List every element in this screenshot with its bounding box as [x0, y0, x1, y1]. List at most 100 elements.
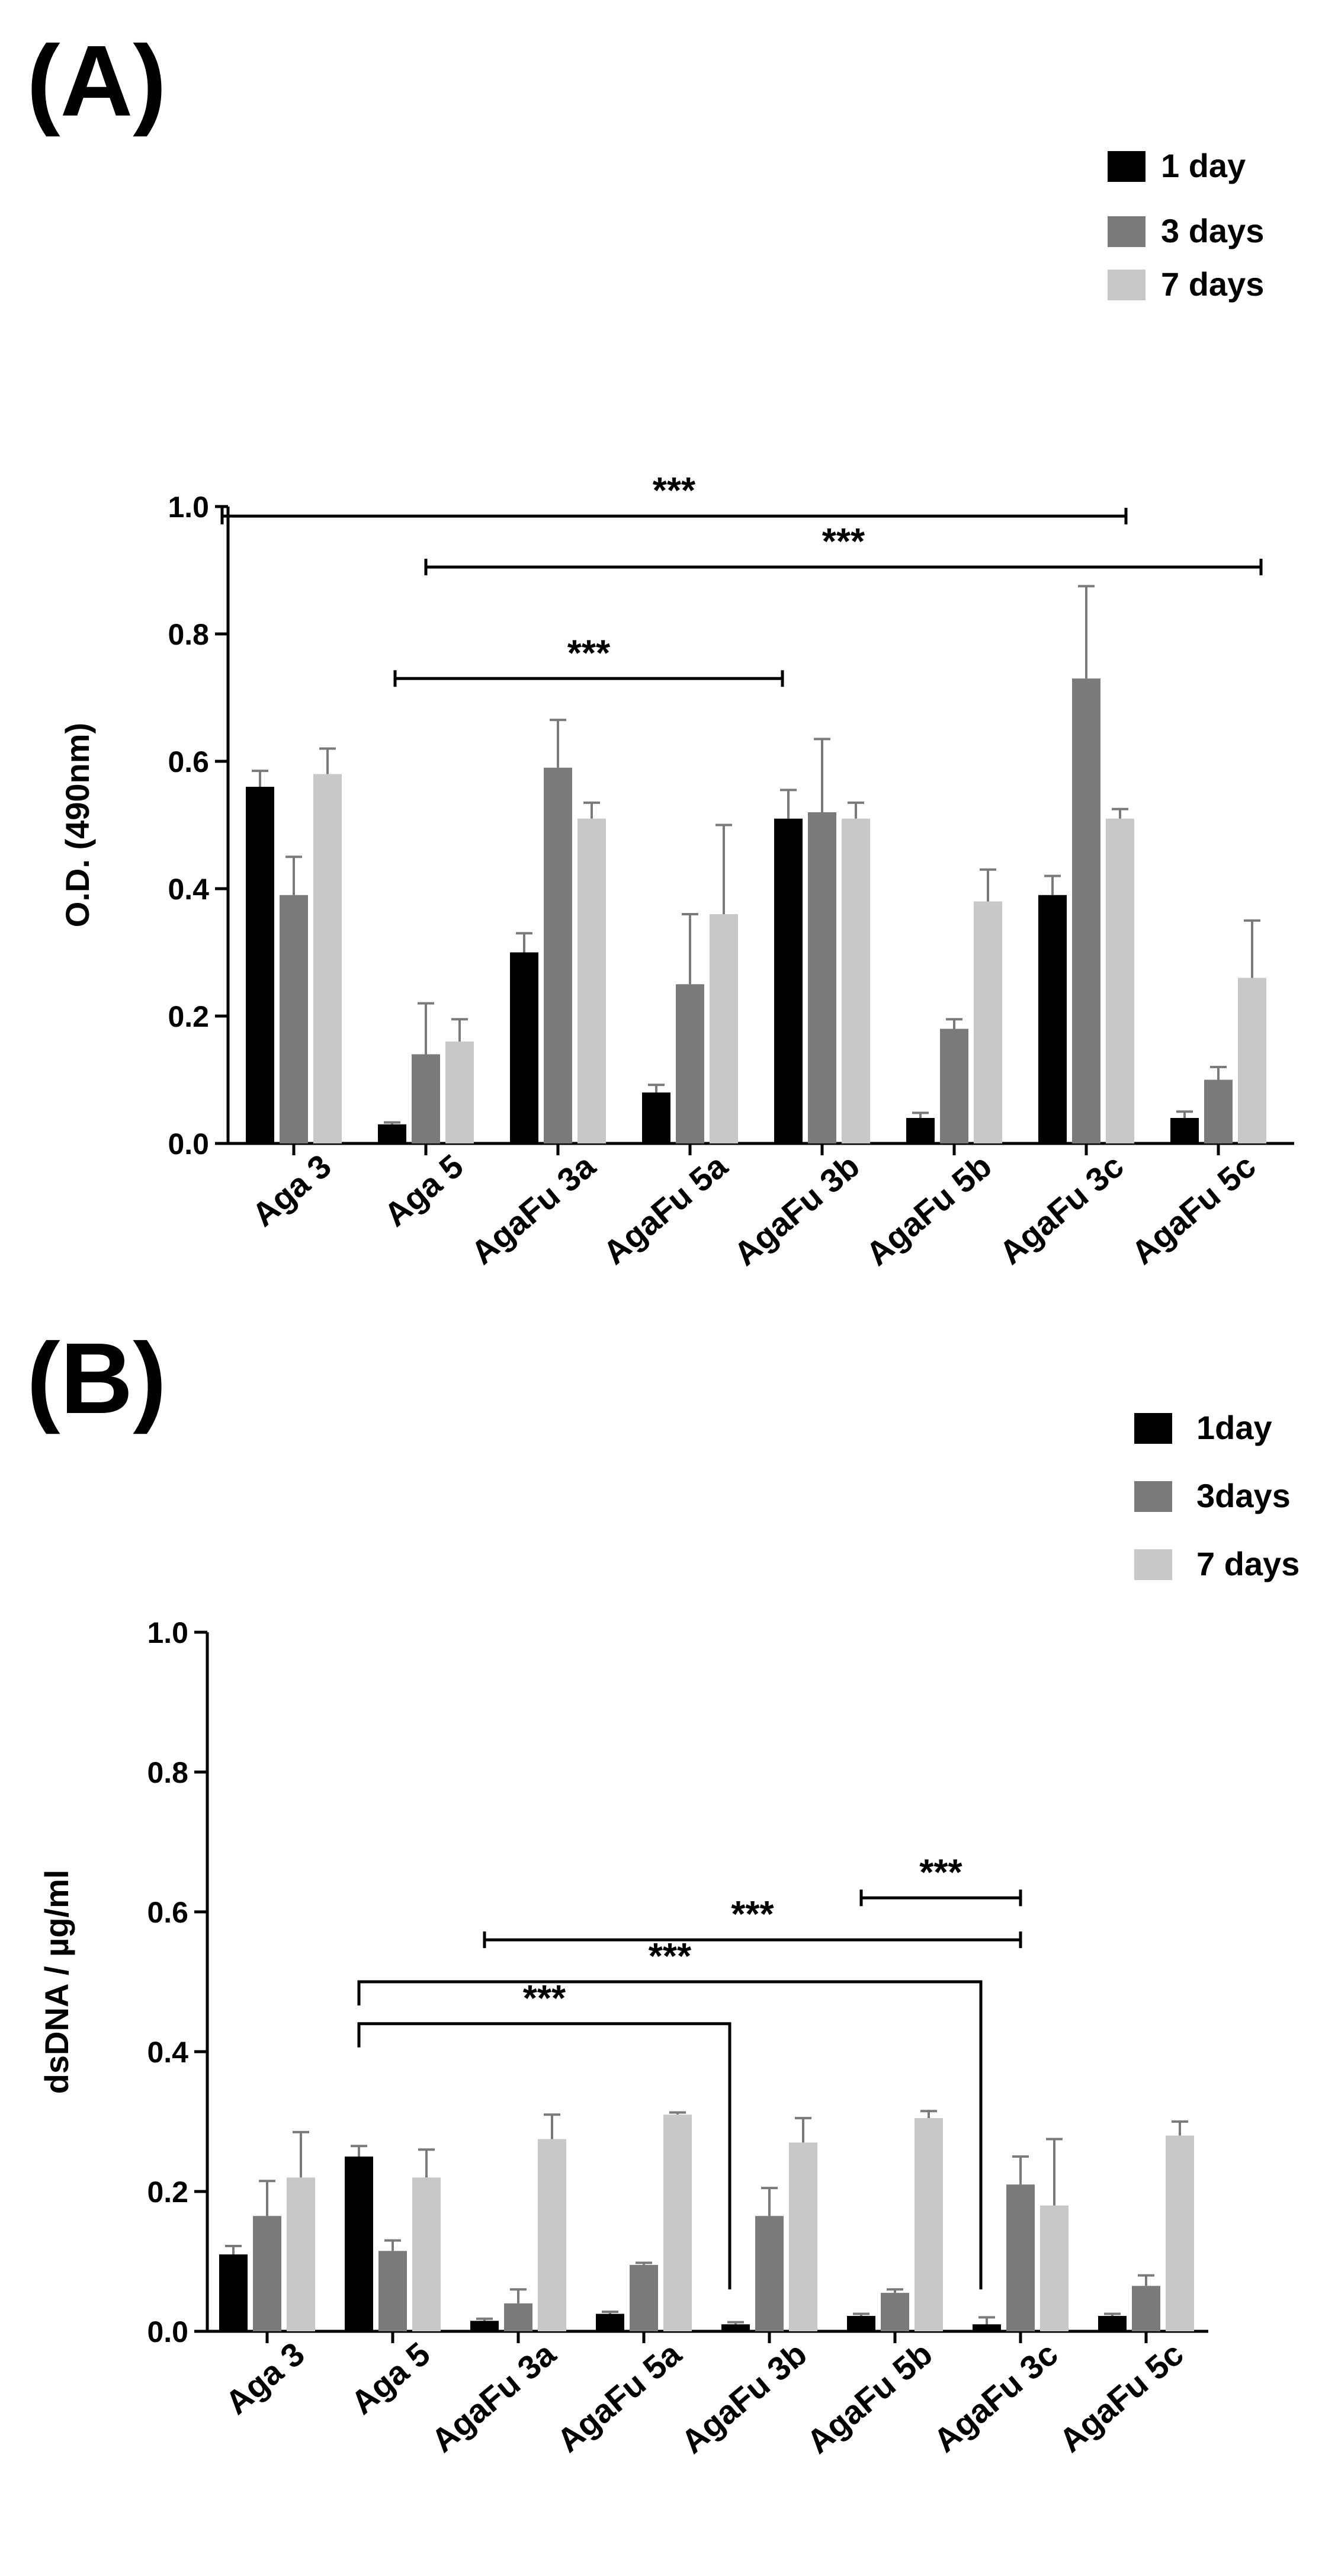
chart-a-significance-1-label: ***	[653, 470, 696, 511]
chart-b-y-tick-label-2: 0.4	[147, 2036, 188, 2069]
chart-a-legend-swatch-3	[1108, 270, 1146, 300]
chart-a-category-label-agafu-5c: AgaFu 5c	[1124, 1147, 1263, 1271]
chart-a-bar-aga-3-3-days	[280, 895, 308, 1143]
chart-a-bar-agafu-5c-7-days	[1238, 978, 1266, 1143]
chart-b-significance-1-label: ***	[919, 1852, 962, 1893]
chart-a: 1 day 3 days 7 days 0.0 0.2 0.4 0.6 0.8 1.0 O.D. …	[59, 147, 1294, 1273]
chart-b-legend-label-1: 1day	[1196, 1409, 1272, 1446]
chart-b-significance-3-label: ***	[649, 1936, 692, 1977]
chart-b-significance-2: ***	[483, 1894, 1022, 1949]
chart-a-y-tick-label-1: 0.2	[168, 1000, 209, 1033]
chart-a-y-tick-label-0: 0.0	[168, 1127, 209, 1161]
chart-b-y-tick-label-3: 0.6	[147, 1896, 188, 1929]
chart-b-category-label-agafu-3c: AgaFu 3c	[926, 2335, 1065, 2459]
chart-b-significance-3: ***	[357, 1936, 983, 2290]
chart-a-bar-agafu-5b-3-days	[940, 1029, 968, 1143]
chart-b-y-tick-label-1: 0.2	[147, 2175, 188, 2209]
chart-b-bar-agafu-5c-1day	[1098, 2316, 1127, 2331]
chart-b-legend-label-2: 3days	[1196, 1477, 1291, 1514]
chart-a-significance-3: ***	[393, 633, 784, 687]
chart-a-bar-aga-3-7-days	[313, 774, 342, 1143]
chart-b-legend-swatch-3	[1134, 1549, 1172, 1580]
chart-b-bar-aga-5-7-days	[412, 2177, 441, 2331]
chart-a-category-label-agafu-5b: AgaFu 5b	[859, 1147, 999, 1273]
chart-a-bar-agafu-5a-3-days	[676, 984, 704, 1143]
chart-b-legend-label-3: 7 days	[1196, 1545, 1300, 1582]
chart-b-significance-2-label: ***	[731, 1894, 774, 1935]
chart-a-bar-agafu-5b-1-day	[906, 1118, 935, 1143]
chart-a-bar-aga-3-1-day	[246, 787, 274, 1143]
chart-b-bar-agafu-3a-1day	[470, 2321, 499, 2331]
chart-a-bar-agafu-3b-3-days	[808, 812, 836, 1143]
chart-b-category-label-agafu-3b: AgaFu 3b	[674, 2335, 814, 2460]
chart-b-bar-agafu-5a-1day	[596, 2314, 624, 2331]
chart-b-bar-agafu-5b-7-days	[915, 2118, 943, 2331]
chart-a-bar-agafu-3a-1-day	[510, 952, 538, 1143]
chart-b-bar-agafu-5a-3days	[630, 2264, 658, 2331]
chart-a-category-label-agafu-5a: AgaFu 5a	[596, 1146, 734, 1271]
chart-b-significance-1: ***	[859, 1852, 1022, 1907]
chart-b-bar-agafu-3c-1day	[973, 2324, 1001, 2331]
chart-b-bar-aga-3-3days	[253, 2216, 281, 2331]
chart-a-y-tick-label-2: 0.4	[168, 873, 209, 906]
chart-a-bar-aga-5-1-day	[378, 1124, 406, 1143]
chart-b-bar-agafu-3b-7-days	[789, 2142, 817, 2331]
chart-a-category-label-agafu-3c: AgaFu 3c	[992, 1147, 1131, 1271]
chart-b-y-tick-label-4: 0.8	[147, 1756, 188, 1789]
chart-a-bar-agafu-3c-3-days	[1072, 678, 1100, 1143]
chart-a-bar-agafu-3b-7-days	[842, 818, 870, 1143]
chart-a-bar-agafu-5a-1-day	[642, 1092, 670, 1143]
chart-b-bar-agafu-5b-1day	[847, 2316, 875, 2331]
chart-b-significance-4-bracket	[357, 2022, 731, 2290]
chart-b-category-label-agafu-5a: AgaFu 5a	[550, 2334, 688, 2459]
chart-a-bar-agafu-5b-7-days	[974, 901, 1002, 1143]
chart-b-bar-aga-3-7-days	[287, 2177, 315, 2331]
chart-b-legend: 1day 3days 7 days	[1134, 1409, 1300, 1582]
chart-b-y-tick-label-0: 0.0	[147, 2315, 188, 2348]
chart-b-bar-agafu-3a-7-days	[538, 2139, 566, 2331]
chart-b-category-label-agafu-3a: AgaFu 3a	[424, 2334, 563, 2459]
chart-b-bar-agafu-5a-7-days	[663, 2114, 692, 2331]
chart-a-y-tick-label-5: 1.0	[168, 491, 209, 524]
chart-a-bar-agafu-3c-7-days	[1106, 818, 1134, 1143]
chart-a-y-axis-title: O.D. (490nm)	[59, 723, 96, 927]
chart-b-bar-aga-5-1day	[345, 2157, 373, 2331]
chart-a-bar-aga-5-7-days	[445, 1042, 474, 1143]
chart-b-bar-agafu-3b-3days	[755, 2216, 784, 2331]
chart-a-category-label-agafu-3a: AgaFu 3a	[464, 1146, 602, 1271]
chart-b-category-label-agafu-5b: AgaFu 5b	[800, 2335, 939, 2460]
chart-a-bar-agafu-3a-7-days	[577, 818, 606, 1143]
chart-a-legend-swatch-1	[1108, 151, 1146, 182]
chart-b-y-axis-title: dsDNA / µg/ml	[38, 1870, 75, 2094]
chart-b-bar-aga-3-1day	[219, 2254, 248, 2331]
chart-b-legend-swatch-1	[1134, 1413, 1172, 1444]
chart-b-bar-agafu-3a-3days	[504, 2303, 532, 2331]
chart-a-bar-agafu-5c-3-days	[1204, 1079, 1233, 1143]
chart-a-bar-aga-5-3-days	[412, 1054, 440, 1143]
chart-b-legend-swatch-2	[1134, 1481, 1172, 1512]
chart-b-bar-aga-5-3days	[378, 2251, 407, 2331]
chart-a-y-tick-label-4: 0.8	[168, 618, 209, 651]
chart-a-significance-2: ***	[424, 521, 1263, 576]
chart-b-significance-4: ***	[357, 1978, 731, 2290]
chart-b-y-tick-label-5: 1.0	[147, 1616, 188, 1649]
chart-a-category-label-aga-3: Aga 3	[245, 1147, 338, 1233]
chart-b-bar-agafu-5b-3days	[881, 2293, 909, 2331]
chart-a-legend: 1 day 3 days 7 days	[1108, 147, 1264, 303]
panel-label-a: (A)	[27, 25, 166, 137]
chart-a-legend-label-2: 3 days	[1161, 212, 1264, 249]
chart-a-bar-agafu-3c-1-day	[1038, 895, 1067, 1143]
chart-b: 1day 3days 7 days 0.0 0.2 0.4 0.6 0.8 1.0 dsDNA /…	[38, 1409, 1300, 2460]
chart-a-category-label-agafu-3b: AgaFu 3b	[727, 1147, 867, 1273]
panel-label-b: (B)	[27, 1322, 166, 1435]
chart-a-significance-1: ***	[220, 470, 1128, 525]
chart-b-bar-agafu-3c-3days	[1006, 2184, 1035, 2331]
chart-b-bar-agafu-3b-1day	[721, 2324, 750, 2331]
chart-a-y-tick-label-3: 0.6	[168, 745, 209, 778]
chart-b-category-label-agafu-5c: AgaFu 5c	[1052, 2335, 1191, 2459]
chart-a-bar-agafu-3b-1-day	[774, 818, 803, 1143]
chart-a-significance-2-label: ***	[822, 521, 865, 562]
chart-b-bar-agafu-5c-7-days	[1166, 2135, 1194, 2331]
chart-b-bar-agafu-3c-7-days	[1040, 2205, 1069, 2331]
